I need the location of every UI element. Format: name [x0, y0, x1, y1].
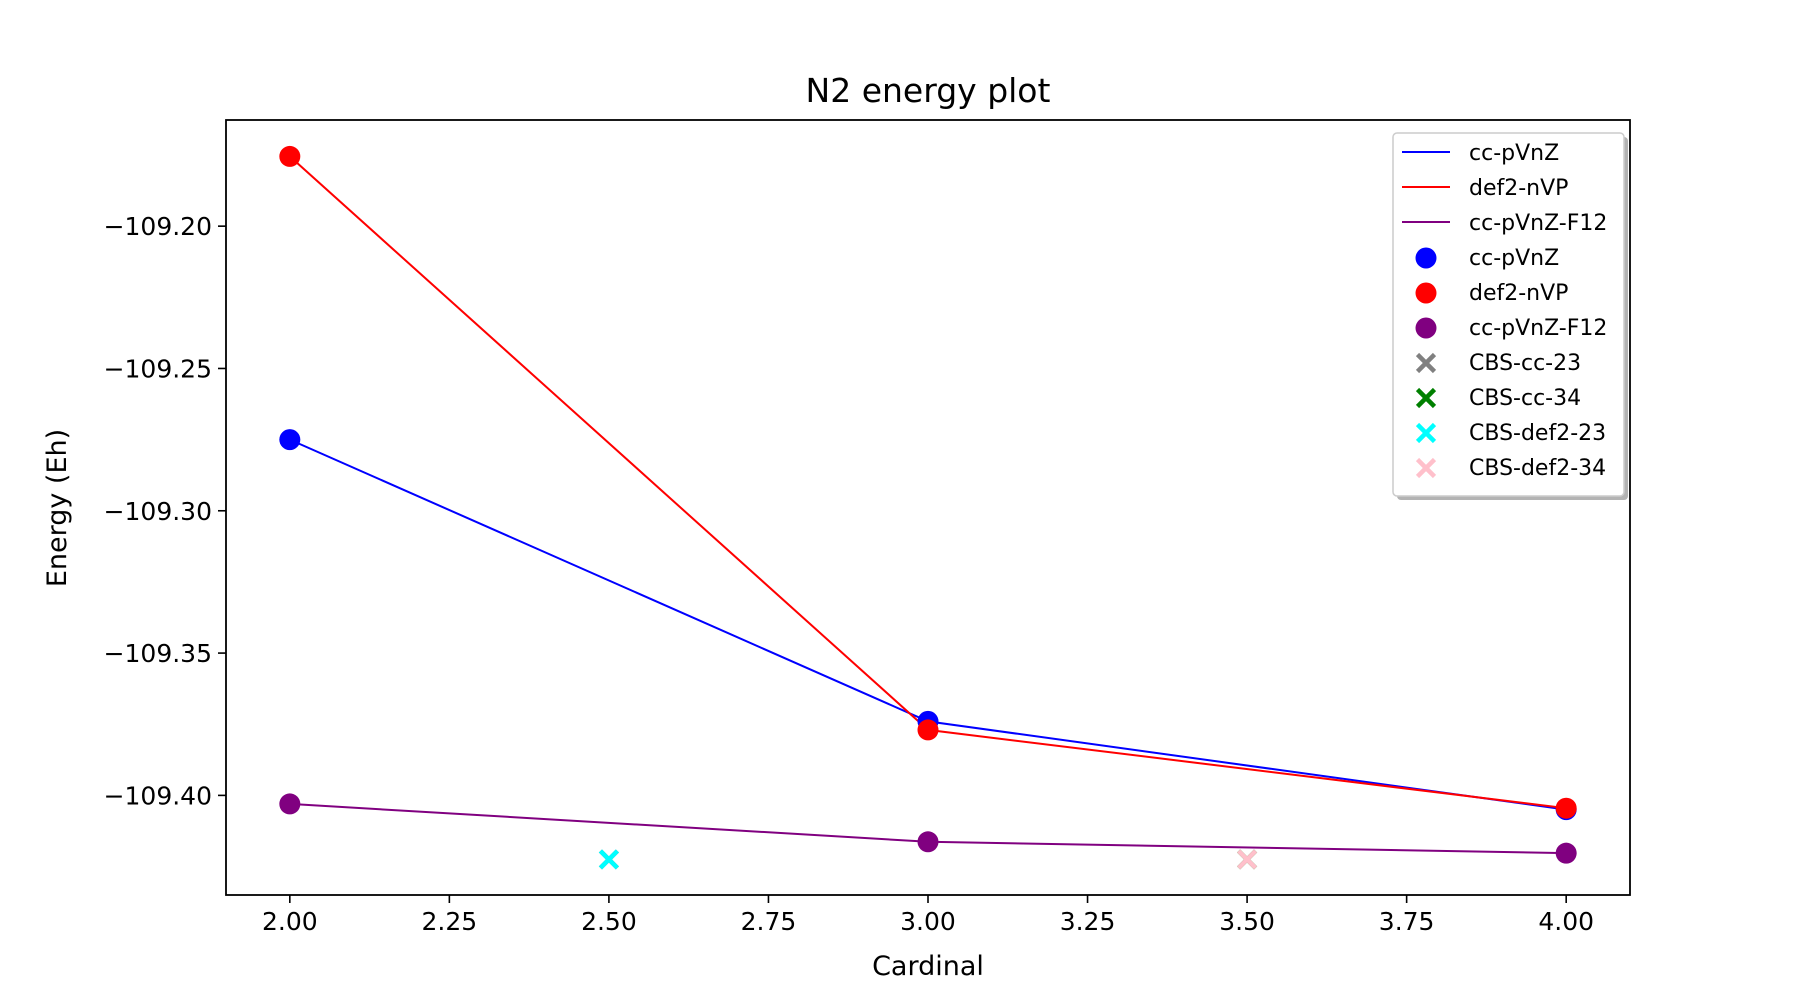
chart-title: N2 energy plot — [806, 71, 1051, 110]
legend-label: CBS-def2-34 — [1469, 456, 1606, 481]
y-tick-label: −109.20 — [104, 212, 212, 241]
legend-label: cc-pVnZ — [1469, 141, 1559, 166]
x-marker-stroke — [1415, 422, 1437, 444]
legend-label: def2-nVP — [1469, 176, 1568, 201]
x-tick-label: 2.25 — [422, 907, 478, 936]
x-tick-label: 2.50 — [581, 907, 637, 936]
legend-label: cc-pVnZ — [1469, 246, 1559, 271]
y-tick-label: −109.40 — [104, 781, 212, 810]
x-tick-label: 3.50 — [1219, 907, 1275, 936]
x-marker-stroke — [1415, 352, 1437, 374]
data-point-cc-pVnZ-F12 — [917, 831, 939, 853]
y-tick-label: −109.25 — [104, 354, 212, 383]
legend-swatch-circle — [1415, 317, 1437, 339]
legend-swatch-x — [1415, 422, 1437, 444]
data-point-cc-pVnZ — [279, 429, 301, 451]
x-marker-stroke — [1415, 387, 1437, 409]
x-tick-label: 4.00 — [1538, 907, 1594, 936]
y-axis-label: Energy (Eh) — [42, 429, 73, 587]
data-point-def2-nVP — [917, 719, 939, 741]
legend-swatch-x — [1415, 387, 1437, 409]
legend-swatch-circle — [1415, 247, 1437, 269]
x-tick-label: 2.00 — [262, 907, 318, 936]
data-point-def2-nVP — [279, 145, 301, 167]
x-tick-label: 3.25 — [1060, 907, 1116, 936]
x-tick-label: 3.75 — [1379, 907, 1435, 936]
x-marker-stroke — [1415, 457, 1437, 479]
legend-swatch-x — [1415, 457, 1437, 479]
legend: cc-pVnZ def2-nVP cc-pVnZ-F12 cc-pVnZ def2-nV… — [1392, 132, 1628, 500]
data-point-cc-pVnZ-F12 — [1555, 842, 1577, 864]
x-axis: 2.00 2.25 2.50 2.75 3.00 3.25 3.50 3.75 4.00 — [262, 895, 1594, 936]
y-axis: −109.20 −109.25 −109.30 −109.35 −109.40 — [104, 212, 226, 810]
data-point-def2-nVP — [1555, 797, 1577, 819]
legend-swatch-circle — [1415, 282, 1437, 304]
legend-label: cc-pVnZ-F12 — [1469, 211, 1607, 236]
plot-frame — [225, 119, 1631, 896]
x-marker-stroke — [598, 849, 620, 870]
x-tick-label: 2.75 — [741, 907, 797, 936]
legend-box — [1392, 132, 1625, 497]
data-point-cc-pVnZ-F12 — [279, 793, 301, 815]
x-axis-label: Cardinal — [872, 951, 984, 982]
x-marker-stroke — [1236, 849, 1258, 870]
legend-swatch-x — [1415, 352, 1437, 374]
plot-markers — [279, 145, 1577, 870]
data-point-CBS-def2-23 — [598, 849, 620, 870]
y-tick-label: −109.30 — [104, 497, 212, 526]
legend-label: CBS-cc-34 — [1469, 386, 1581, 411]
legend-label: def2-nVP — [1469, 281, 1568, 306]
legend-label: CBS-cc-23 — [1469, 351, 1581, 376]
legend-label: CBS-def2-23 — [1469, 421, 1606, 446]
x-tick-label: 3.00 — [900, 907, 956, 936]
legend-label: cc-pVnZ-F12 — [1469, 316, 1607, 341]
y-tick-label: −109.35 — [104, 639, 212, 668]
data-point-CBS-def2-34 — [1236, 849, 1258, 870]
